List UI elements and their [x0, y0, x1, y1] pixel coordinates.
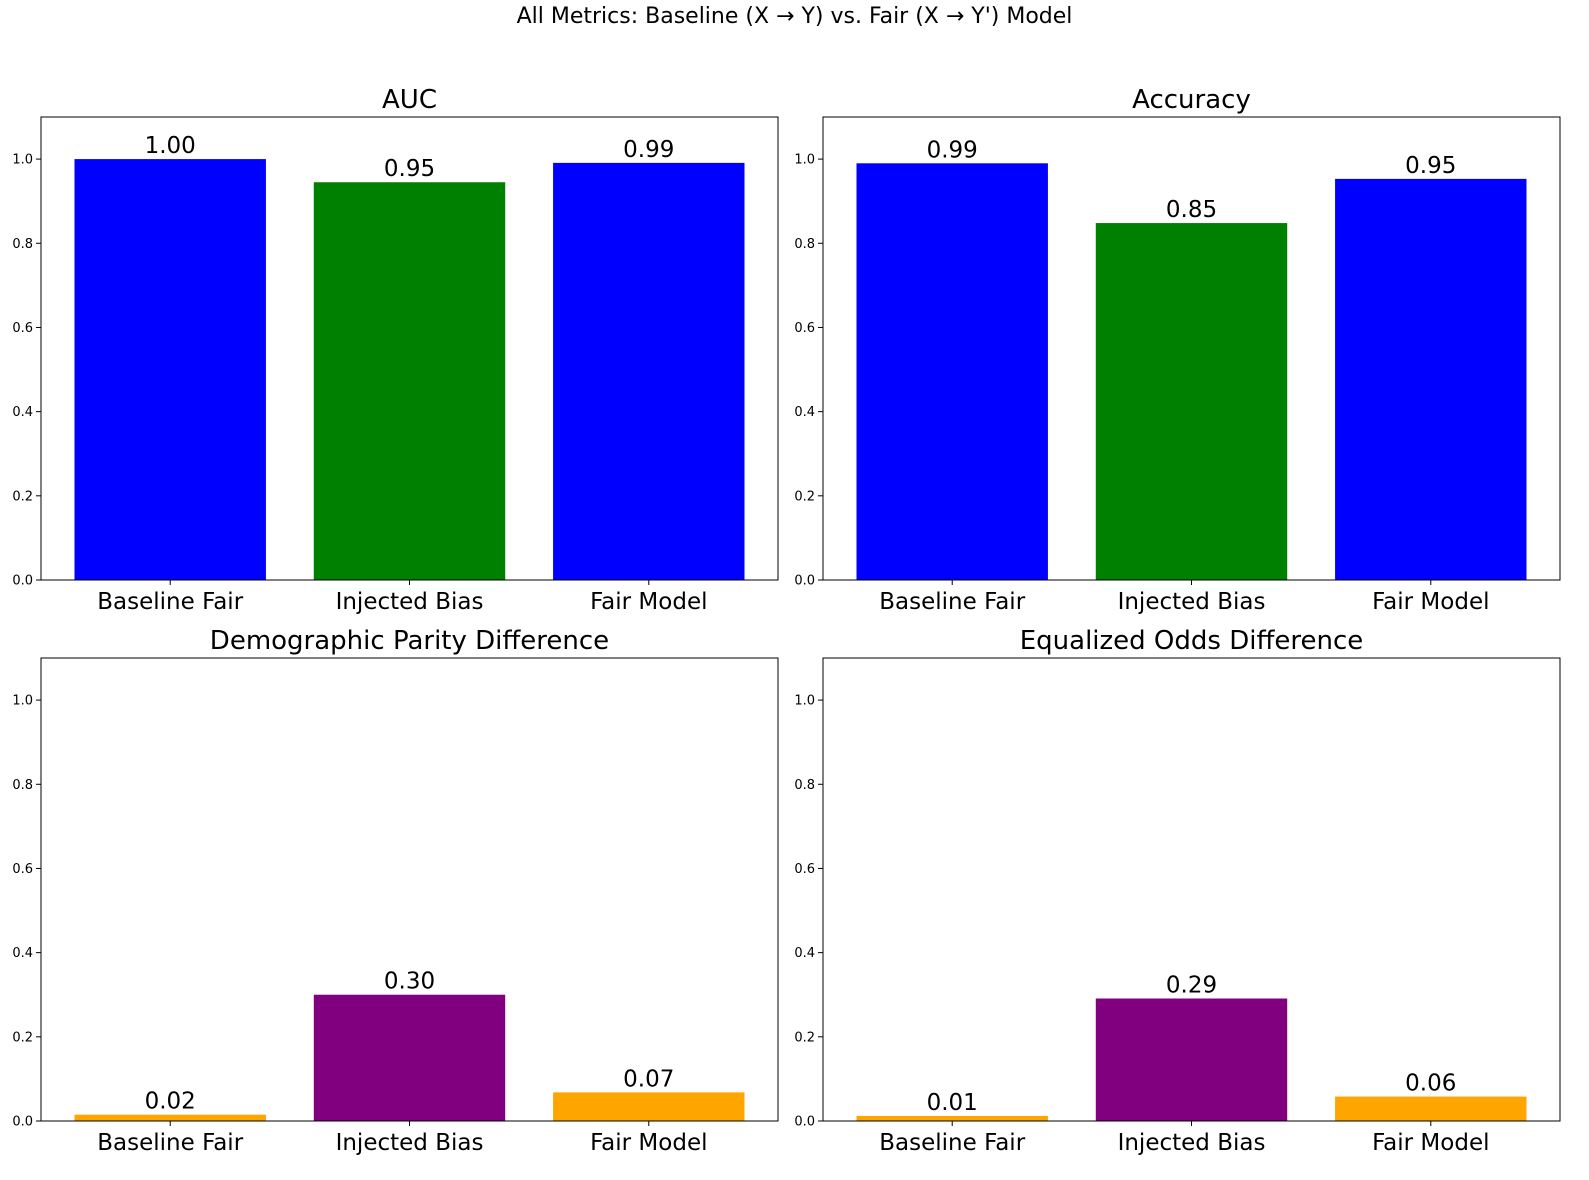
x-tick-label: Injected Bias	[336, 1130, 484, 1156]
x-tick-label: Baseline Fair	[879, 1130, 1025, 1156]
value-label: 0.99	[927, 137, 978, 163]
y-tick-label: 0.4	[12, 946, 33, 961]
panel-title: Demographic Parity Difference	[210, 626, 609, 656]
y-tick-label: 0.8	[794, 237, 815, 252]
bar-fair-model	[1335, 178, 1527, 580]
bar-injected-bias	[313, 182, 506, 580]
y-tick-label: 0.4	[794, 405, 815, 420]
y-tick-label: 0.0	[794, 1115, 815, 1130]
x-tick-label: Fair Model	[590, 589, 707, 615]
axes-frame	[822, 657, 1561, 1122]
x-tick-label: Fair Model	[1372, 1130, 1489, 1156]
value-label: 0.99	[623, 137, 674, 163]
bar-baseline-fair	[74, 159, 266, 580]
x-tick-label: Baseline Fair	[97, 589, 243, 615]
y-tick-label: 0.4	[794, 946, 815, 961]
chart-panel-auc: AUC 1.00 Baseline Fair 0.95 Injected Bias 0.9…	[12, 85, 779, 615]
y-tick-label: 1.0	[12, 694, 33, 709]
x-tick-label: Injected Bias	[336, 589, 484, 615]
y-tick-label: 0.2	[794, 489, 815, 504]
chart-panel-accuracy: Accuracy 0.99 Baseline Fair 0.85 Injected Bi…	[794, 85, 1561, 615]
y-tick-label: 0.2	[12, 489, 33, 504]
bar-injected-bias	[1095, 223, 1288, 580]
y-tick-label: 0.2	[794, 1030, 815, 1045]
bar-fair-model	[553, 1092, 745, 1121]
value-label: 0.01	[927, 1090, 978, 1116]
bar-injected-bias	[1095, 998, 1288, 1121]
x-tick-label: Injected Bias	[1118, 1130, 1266, 1156]
x-tick-label: Fair Model	[590, 1130, 707, 1156]
value-label: 0.02	[145, 1089, 196, 1115]
y-tick-label: 0.0	[794, 574, 815, 589]
panel-title: AUC	[382, 85, 437, 115]
panel-title: Equalized Odds Difference	[1020, 626, 1364, 656]
y-tick-label: 0.4	[12, 405, 33, 420]
x-tick-label: Fair Model	[1372, 589, 1489, 615]
bar-baseline-fair	[856, 1115, 1048, 1121]
bar-fair-model	[553, 162, 745, 580]
bar-baseline-fair	[74, 1114, 266, 1121]
value-label: 0.07	[623, 1066, 674, 1092]
bar-baseline-fair	[856, 163, 1048, 581]
value-label: 0.30	[384, 969, 435, 995]
chart-panel-demographic-parity-difference: Demographic Parity Difference 0.02 Baselin…	[12, 626, 779, 1156]
axes-frame	[40, 657, 779, 1122]
y-tick-label: 0.6	[12, 321, 33, 336]
value-label: 0.95	[1405, 153, 1456, 179]
y-tick-label: 0.8	[12, 237, 33, 252]
value-label: 0.85	[1166, 197, 1217, 223]
y-tick-label: 0.6	[12, 862, 33, 877]
y-tick-label: 0.6	[794, 862, 815, 877]
figure-title: All Metrics: Baseline (X → Y) vs. Fair (…	[516, 4, 1073, 29]
y-tick-label: 1.0	[12, 153, 33, 168]
axes-frame	[40, 116, 779, 581]
axes-frame	[822, 116, 1561, 581]
x-tick-label: Injected Bias	[1118, 589, 1266, 615]
bar-injected-bias	[313, 994, 506, 1121]
x-tick-label: Baseline Fair	[879, 589, 1025, 615]
y-tick-label: 1.0	[794, 153, 815, 168]
bar-fair-model	[1335, 1096, 1527, 1121]
value-label: 1.00	[145, 133, 196, 159]
value-label: 0.29	[1166, 973, 1217, 999]
y-tick-label: 0.2	[12, 1030, 33, 1045]
chart-panel-equalized-odds-difference: Equalized Odds Difference 0.01 Baseline Fa…	[794, 626, 1561, 1156]
y-tick-label: 0.0	[12, 1115, 33, 1130]
y-tick-label: 1.0	[794, 694, 815, 709]
x-tick-label: Baseline Fair	[97, 1130, 243, 1156]
y-tick-label: 0.6	[794, 321, 815, 336]
y-tick-label: 0.0	[12, 574, 33, 589]
panel-title: Accuracy	[1132, 85, 1251, 115]
value-label: 0.06	[1405, 1071, 1456, 1097]
y-tick-label: 0.8	[794, 778, 815, 793]
value-label: 0.95	[384, 156, 435, 182]
y-tick-label: 0.8	[12, 778, 33, 793]
